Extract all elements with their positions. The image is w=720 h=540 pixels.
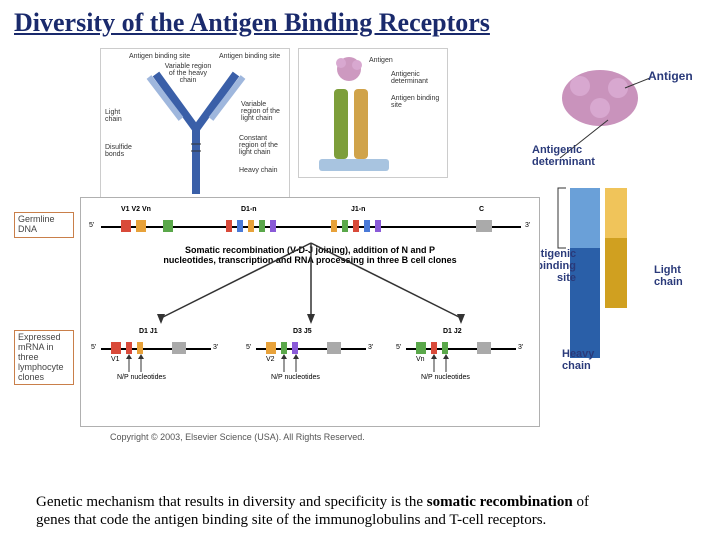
c1-5p: 5' [91,344,96,351]
c1-3p: 3' [213,344,218,351]
ab-label-varh: Variable region of the heavy chain [163,63,213,84]
tcr-label-det: Antigenic determinant [391,71,441,85]
side-germline-label: Germline DNA [14,212,74,238]
ab-label-tr: Antigen binding site [219,53,280,60]
diagram-area: Antigen binding site Antigen binding sit… [0,42,720,482]
five-prime-top: 5' [89,222,94,229]
tcr-label-bind: Antigen binding site [391,95,441,109]
c3-v: Vn [416,356,425,363]
c3-5p: 5' [396,344,401,351]
c1-np: N/P nucleotides [117,374,166,381]
c2-3p: 3' [368,344,373,351]
antibody-diagram: Antigen binding site Antigen binding sit… [100,48,290,198]
ab-label-light: Light chain [105,109,135,123]
c3-np: N/P nucleotides [421,374,470,381]
c2-np: N/P nucleotides [271,374,320,381]
tcr-label-ag: Antigen [369,57,393,64]
caption-p2: somatic recombination [427,494,573,510]
c3-3p: 3' [518,344,523,351]
ab-label-varl: Variable region of the light chain [241,101,287,122]
d-group-label: D1-n [241,206,257,213]
caption-p1: Genetic mechanism that results in divers… [36,494,427,510]
rp-light: Light chain [654,264,704,288]
side-mrna-label: Expressed mRNA in three lymphocyte clone… [14,330,74,385]
slide-title: Diversity of the Antigen Binding Recepto… [0,0,720,42]
c2-arrows [280,354,310,374]
clone2-dji: D3 J5 [293,328,312,335]
v-group-label: V1 V2 Vn [121,206,151,213]
c3-arrows [430,354,460,374]
c1-v: V1 [111,356,120,363]
rp-heavy: Heavy chain [562,348,622,372]
caption-text: Genetic mechanism that results in divers… [36,493,596,531]
rp-antigen: Antigen [648,70,693,83]
arrows-svg [81,238,541,328]
three-prime-top: 3' [525,222,530,229]
ab-label-heavy: Heavy chain [239,167,279,174]
right-svg [530,48,710,368]
rp-det: Antigenic determinant [532,144,612,168]
clone1-dji: D1 J1 [139,328,158,335]
tcr-diagram: Antigen Antigenic determinant Antigen bi… [298,48,448,178]
recombination-diagram: 5' 3' V1 V2 Vn D1-n J1-n C [80,197,540,427]
copyright-text: Copyright © 2003, Elsevier Science (USA)… [110,432,365,442]
c1-arrows [125,354,155,374]
ab-label-ss: Disulfide bonds [105,144,141,158]
c-label: C [479,206,484,213]
c2-v: V2 [266,356,275,363]
tcr-svg [299,49,449,179]
ab-label-tl: Antigen binding site [129,53,190,60]
clone3-dji: D1 J2 [443,328,462,335]
j-group-label: J1-n [351,206,365,213]
ab-label-constl: Constant region of the light chain [239,135,287,156]
c2-5p: 5' [246,344,251,351]
right-antigen-panel: Antigen Antigenic determinant Antigenic … [530,48,710,368]
